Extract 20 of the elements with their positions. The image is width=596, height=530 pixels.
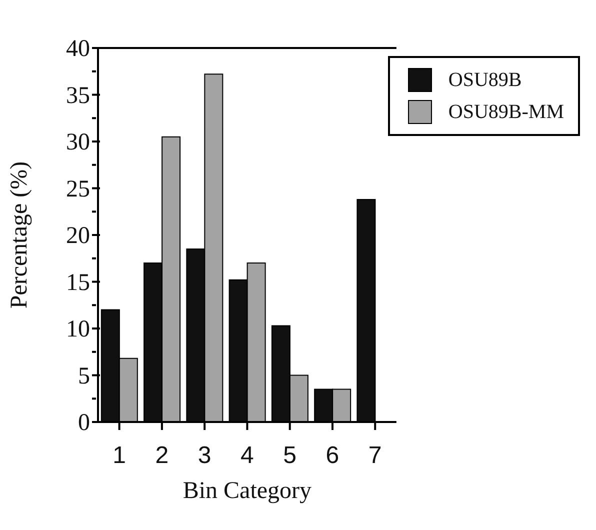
legend-label: OSU89B-MM <box>448 100 564 125</box>
x-tick-label: 4 <box>240 442 254 470</box>
y-axis-title: Percentage (%) <box>6 161 33 309</box>
y-tick-label: 10 <box>66 316 90 342</box>
y-tick-label: 40 <box>66 36 90 62</box>
x-tick-label: 7 <box>368 442 382 470</box>
legend-label: OSU89B <box>448 68 522 93</box>
x-tick-label: 1 <box>112 442 126 470</box>
y-tick-label: 15 <box>66 270 90 296</box>
x-axis-title: Bin Category <box>182 478 312 504</box>
x-tick-label: 6 <box>326 442 340 470</box>
y-tick-label: 20 <box>66 223 90 249</box>
y-tick-label: 0 <box>78 410 90 436</box>
x-tick-label: 5 <box>283 442 297 470</box>
y-tick-label: 5 <box>78 363 90 390</box>
x-tick-label: 2 <box>155 442 169 470</box>
y-tick-label: 30 <box>66 130 90 156</box>
y-tick-label: 25 <box>66 176 90 202</box>
y-tick-label: 35 <box>66 82 90 109</box>
x-tick-label: 3 <box>198 442 212 470</box>
